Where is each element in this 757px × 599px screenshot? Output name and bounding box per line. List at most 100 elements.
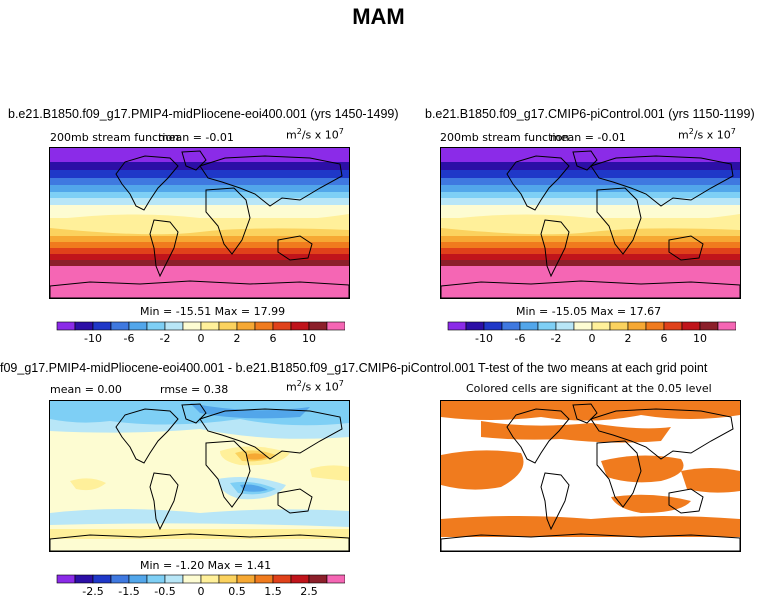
- panel1-colorbar-tick-label: -2: [160, 332, 171, 345]
- panel2-contour-band: [441, 214, 740, 235]
- panel2-contour-band: [441, 198, 740, 205]
- panel2-colorbar-swatch-5: [537, 321, 557, 331]
- panel1-colorbar-swatch-9: [218, 321, 238, 331]
- panel1-coastline: [149, 219, 179, 278]
- panel3-colorbar-swatch-9: [218, 574, 238, 584]
- panel2-coastline: [596, 187, 642, 255]
- panel4-coastline: [506, 408, 570, 464]
- panel2-contour-band: [441, 192, 740, 198]
- panel4-title: T-test of the two means at each grid poi…: [478, 361, 708, 375]
- panel3-colorbar-tick-label: 1.5: [264, 585, 282, 598]
- panel4-significant-region: [441, 450, 524, 490]
- panel2-contour-band: [441, 242, 740, 248]
- panel1-contour-band: [50, 198, 349, 205]
- panel4-coastline: [540, 472, 570, 531]
- panel1-contour-band: [50, 214, 349, 235]
- panel4-coastline: [572, 403, 598, 424]
- panel2-coastline: [506, 155, 570, 211]
- panel1-minmax: Min = -15.51 Max = 17.99: [140, 305, 286, 318]
- panel1-contour-band: [50, 148, 349, 162]
- panel4-coastline: [441, 533, 740, 551]
- panel2-coastline: [441, 280, 740, 298]
- panel2-coastline: [572, 150, 598, 171]
- panel3-colorbar-swatch-8: [200, 574, 220, 584]
- panel4-significant-region: [611, 494, 691, 513]
- panel1-contour-band: [50, 254, 349, 260]
- panel3-minmax: Min = -1.20 Max = 1.41: [140, 559, 272, 572]
- panel2-colorbar-swatch-8: [591, 321, 611, 331]
- panel3-colorbar-swatch-7: [182, 574, 202, 584]
- panel4-coastline: [596, 440, 642, 508]
- panel3-coastline: [199, 408, 343, 460]
- panel2-colorbar-swatch-7: [573, 321, 593, 331]
- panel1-colorbar-swatch-3: [110, 321, 130, 331]
- panel1-colorbar-tick-label: -10: [84, 332, 102, 345]
- panel3-title: f09_g17.PMIP4-midPliocene-eoi400.001 - b…: [0, 361, 476, 375]
- panel1-contour-band: [50, 242, 349, 248]
- panel1-coastline: [205, 187, 251, 255]
- panel1-contour-band: [50, 192, 349, 198]
- panel2-colorbar-tick-label: 0: [589, 332, 596, 345]
- panel1-colorbar-swatch-15: [326, 321, 345, 331]
- panel1-colorbar-swatch-8: [200, 321, 220, 331]
- panel3-colorbar-swatch-13: [290, 574, 310, 584]
- panel3-colorbar-swatch-5: [146, 574, 166, 584]
- panel3-contour-region: [190, 403, 310, 419]
- panel3-contour-region: [70, 478, 106, 491]
- panel3-colorbar: -2.5 -1.5 -0.5 0 0.5 1.5 2.5: [56, 574, 345, 598]
- panel4-significant-region: [681, 468, 740, 493]
- panel1-colorbar-swatch-13: [290, 321, 310, 331]
- panel3-contour-region: [246, 453, 268, 460]
- panel3-coastline: [205, 440, 251, 508]
- panel3-colorbar-swatch-6: [164, 574, 184, 584]
- panel3-coastline: [277, 488, 313, 514]
- panel3-coastline: [149, 472, 179, 531]
- panel3-colorbar-tick-label: -1.5: [118, 585, 139, 598]
- panel3-map: [49, 400, 350, 552]
- panel2-map: [440, 147, 741, 299]
- panel2-colorbar-swatch-13: [681, 321, 701, 331]
- panel2-colorbar-swatch-6: [555, 321, 575, 331]
- panel2-mean-label: mean = -0.01: [550, 131, 626, 144]
- panel3-contour-region: [50, 509, 349, 527]
- panel2-colorbar-tick-label: 6: [661, 332, 668, 345]
- panel1-colorbar-swatch-12: [272, 321, 292, 331]
- panel3-colorbar-swatch-1: [74, 574, 94, 584]
- panel1-colorbar-swatch-11: [254, 321, 274, 331]
- panel2-variable-label: 200mb stream function: [440, 131, 570, 144]
- panel2-colorbar-swatch-1: [465, 321, 485, 331]
- panel1-colorbar: -10 -6 -2 0 2 6 10: [56, 321, 345, 345]
- panel1-title: b.e21.B1850.f09_g17.PMIP4-midPliocene-eo…: [8, 107, 399, 121]
- panel1-coastline: [181, 150, 207, 171]
- panel2-colorbar-tick-label: 2: [625, 332, 632, 345]
- panel1-variable-label: 200mb stream function: [50, 131, 180, 144]
- panel1-colorbar-swatch-0: [56, 321, 76, 331]
- panel1-contour-band: [50, 178, 349, 185]
- panel1-colorbar-swatch-14: [308, 321, 328, 331]
- panel2-colorbar-swatch-11: [645, 321, 665, 331]
- panel1-map: [49, 147, 350, 299]
- panel4-coastline: [590, 408, 734, 460]
- panel2-contour-band: [441, 236, 740, 242]
- panel1-coastline: [50, 280, 349, 298]
- panel2-coastline: [668, 235, 704, 261]
- panel3-contour-region: [50, 401, 349, 426]
- panel2-contour-band: [441, 248, 740, 254]
- panel3-colorbar-swatch-0: [56, 574, 76, 584]
- panel3-coastline: [50, 533, 349, 551]
- panel3-colorbar-swatch-4: [128, 574, 148, 584]
- panel2-colorbar-tick-label: -10: [475, 332, 493, 345]
- panel2-colorbar-swatch-0: [447, 321, 467, 331]
- panel1-colorbar-tick-label: -6: [124, 332, 135, 345]
- panel3-colorbar-tick-label: -0.5: [154, 585, 175, 598]
- panel3-colorbar-tick-label: 2.5: [300, 585, 318, 598]
- panel4-subtitle: Colored cells are significant at the 0.0…: [466, 382, 712, 395]
- panel4-coastline: [668, 488, 704, 514]
- panel2-colorbar-swatch-9: [609, 321, 629, 331]
- panel4-map: [440, 400, 741, 552]
- panel1-colorbar-swatch-2: [92, 321, 112, 331]
- panel3-coastline: [115, 408, 179, 464]
- panel1-coastline: [277, 235, 313, 261]
- panel3-contour-region: [310, 465, 349, 481]
- panel1-contour-band: [50, 170, 349, 178]
